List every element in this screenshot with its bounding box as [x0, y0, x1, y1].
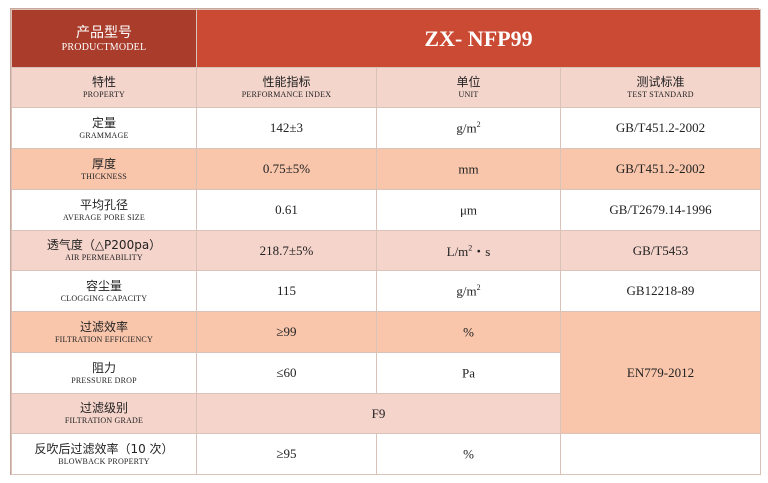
unit-cell: μm — [376, 189, 561, 231]
model-label-cell: 产品型号 PRODUCTMODEL — [11, 9, 197, 68]
unit-cell: Pa — [376, 352, 561, 394]
unit-cell: % — [376, 311, 561, 353]
property-cell: 平均孔径 AVERAGE PORE SIZE — [11, 189, 197, 231]
spec-table: 产品型号 PRODUCTMODEL ZX- NFP99 特性 PROPERTY … — [11, 9, 761, 475]
model-row: 产品型号 PRODUCTMODEL ZX- NFP99 — [11, 9, 761, 68]
standard-cell: GB/T451.2-2002 — [560, 107, 761, 149]
standard-cell-merged: EN779-2012 — [560, 311, 761, 434]
property-cell: 反吹后过滤效率（10 次） BLOWBACK PROPERTY — [11, 433, 197, 475]
col-header-standard: 测试标准 TEST STANDARD — [560, 67, 761, 108]
col-header-property: 特性 PROPERTY — [11, 67, 197, 108]
col-header-performance: 性能指标 PERFORMANCE INDEX — [196, 67, 377, 108]
model-label-en: PRODUCTMODEL — [61, 41, 147, 53]
standard-cell-empty — [560, 433, 761, 475]
table-row: 平均孔径 AVERAGE PORE SIZE 0.61 μm GB/T2679.… — [11, 189, 761, 231]
property-cell: 厚度 THICKNESS — [11, 148, 197, 190]
table-row: 厚度 THICKNESS 0.75±5% mm GB/T451.2-2002 — [11, 148, 761, 190]
table-row: 过滤效率 FILTRATION EFFICIENCY ≥99 % EN779-2… — [11, 311, 761, 434]
property-cell: 过滤级别 FILTRATION GRADE — [11, 393, 197, 434]
spec-sheet: 产品型号 PRODUCTMODEL ZX- NFP99 特性 PROPERTY … — [10, 8, 761, 475]
performance-value: 0.61 — [196, 189, 377, 231]
standard-cell: GB12218-89 — [560, 270, 761, 312]
property-cell: 定量 GRAMMAGE — [11, 107, 197, 149]
performance-value: 218.7±5% — [196, 230, 377, 271]
standard-cell: GB/T451.2-2002 — [560, 148, 761, 190]
table-row: 定量 GRAMMAGE 142±3 g/m2 GB/T451.2-2002 — [11, 107, 761, 149]
performance-value: 115 — [196, 270, 377, 312]
performance-value: 0.75±5% — [196, 148, 377, 190]
table-row: 容尘量 CLOGGING CAPACITY 115 g/m2 GB12218-8… — [11, 270, 761, 312]
standard-cell: GB/T5453 — [560, 230, 761, 271]
unit-cell: % — [376, 433, 561, 475]
table-row: 透气度（△P200pa） AIR PERMEABILITY 218.7±5% L… — [11, 230, 761, 271]
property-cell: 过滤效率 FILTRATION EFFICIENCY — [11, 311, 197, 353]
unit-cell: mm — [376, 148, 561, 190]
performance-value-merged: F9 — [196, 393, 561, 434]
property-cell: 阻力 PRESSURE DROP — [11, 352, 197, 394]
property-cell: 透气度（△P200pa） AIR PERMEABILITY — [11, 230, 197, 271]
performance-value: ≥99 — [196, 311, 377, 353]
property-cell: 容尘量 CLOGGING CAPACITY — [11, 270, 197, 312]
standard-cell: GB/T2679.14-1996 — [560, 189, 761, 231]
column-header-row: 特性 PROPERTY 性能指标 PERFORMANCE INDEX 单位 UN… — [11, 67, 761, 108]
unit-cell: g/m2 — [376, 270, 561, 312]
table-row: 反吹后过滤效率（10 次） BLOWBACK PROPERTY ≥95 % — [11, 433, 761, 475]
model-label-zh: 产品型号 — [76, 24, 132, 41]
col-header-unit: 单位 UNIT — [376, 67, 561, 108]
performance-value: ≥95 — [196, 433, 377, 475]
unit-cell: L/m2・s — [376, 230, 561, 271]
performance-value: ≤60 — [196, 352, 377, 394]
unit-cell: g/m2 — [376, 107, 561, 149]
model-value: ZX- NFP99 — [196, 9, 761, 68]
performance-value: 142±3 — [196, 107, 377, 149]
